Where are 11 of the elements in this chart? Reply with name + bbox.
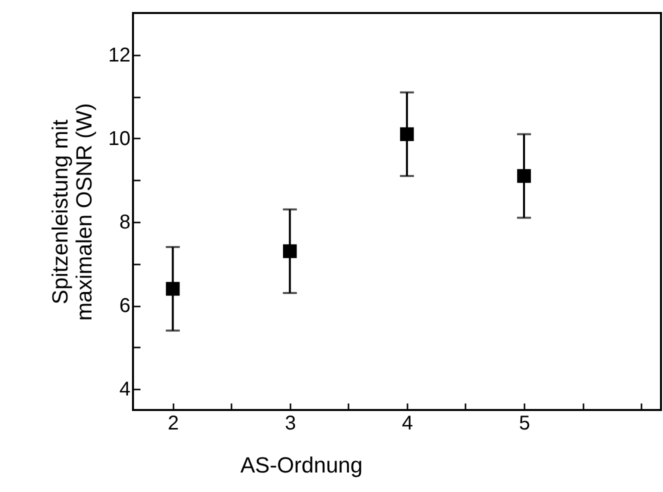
x-tick-label: 5 <box>518 412 530 434</box>
x-tick-label: 3 <box>284 412 296 434</box>
x-tick-label: 2 <box>168 412 179 434</box>
y-tick-label: 8 <box>119 211 130 234</box>
x-axis-title: AS-Ordnung <box>240 452 363 478</box>
x-tick-label: 4 <box>402 412 414 434</box>
y-tick-label: 10 <box>108 128 130 150</box>
y-tick-label: 6 <box>119 295 130 318</box>
y-tick-label: 12 <box>108 44 130 66</box>
y-axis-title: Spitzenleistung mit maximalen OSNR (W) <box>47 103 96 321</box>
y-tick-label: 4 <box>119 378 130 401</box>
